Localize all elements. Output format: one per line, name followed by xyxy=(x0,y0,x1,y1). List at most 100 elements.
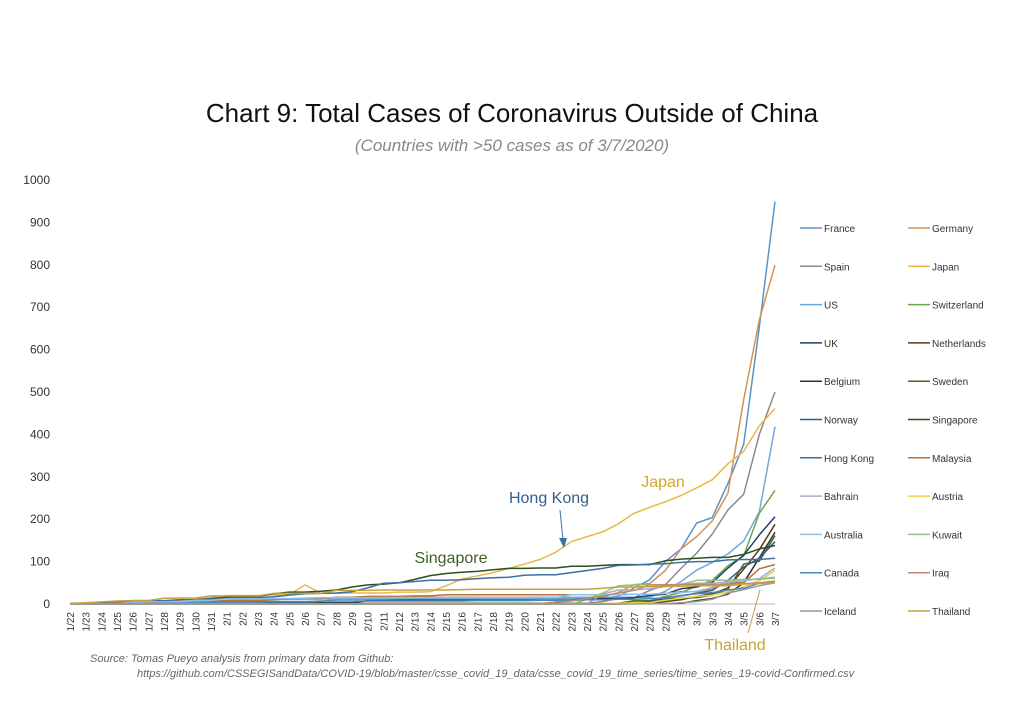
series-line-switzerland xyxy=(70,489,776,605)
x-tick-label: 1/26 xyxy=(129,612,140,632)
series-line-iceland xyxy=(70,582,776,605)
legend-item-bahrain: Bahrain xyxy=(800,492,858,503)
chart-subtitle: (Countries with >50 cases as of 3/7/2020… xyxy=(354,136,670,155)
annotation-hong-kong: Hong Kong xyxy=(509,490,589,507)
series-line-spain xyxy=(70,391,776,605)
x-tick-label: 3/3 xyxy=(708,612,719,626)
chart-title: Chart 9: Total Cases of Coronavirus Outs… xyxy=(205,98,819,128)
legend-label: US xyxy=(824,301,838,312)
x-tick-label: 2/19 xyxy=(505,612,516,632)
x-tick-label: 2/10 xyxy=(364,612,375,632)
x-axis: 1/22 1/23 1/24 1/25 1/26 1/27 1/28 1/29 1/30 1/31… xyxy=(66,603,782,632)
legend-item-hong-kong: Hong Kong xyxy=(800,454,874,465)
x-tick-label: 2/25 xyxy=(599,612,610,632)
legend-label: Sweden xyxy=(932,377,968,388)
x-tick-label: 1/24 xyxy=(97,612,108,632)
legend-label: Thailand xyxy=(932,607,970,618)
x-tick-label: 1/30 xyxy=(191,612,202,632)
x-tick-label: 2/1 xyxy=(223,612,234,626)
legend-item-australia: Australia xyxy=(800,530,863,541)
series-line-japan xyxy=(69,407,776,605)
annotation-arrow-head xyxy=(559,538,567,548)
x-tick-label: 2/22 xyxy=(552,612,563,632)
annotation-japan: Japan xyxy=(641,474,685,491)
x-tick-label: 3/2 xyxy=(693,612,704,626)
y-tick-label: 700 xyxy=(30,300,50,314)
legend-label: Singapore xyxy=(932,416,978,427)
x-tick-label: 3/6 xyxy=(755,612,766,626)
legend-item-austria: Austria xyxy=(908,492,964,503)
x-tick-label: 2/23 xyxy=(567,612,578,632)
y-tick-label: 900 xyxy=(30,215,50,229)
y-tick-label: 600 xyxy=(30,343,50,357)
y-tick-label: 200 xyxy=(30,512,50,526)
x-tick-label: 1/29 xyxy=(176,612,187,632)
x-tick-label: 2/15 xyxy=(442,612,453,632)
legend-label: France xyxy=(824,224,856,235)
x-tick-label: 2/4 xyxy=(270,612,281,626)
annotations: Japan Hong Kong Singapore Thailand xyxy=(415,474,766,654)
legend-label: Germany xyxy=(932,224,973,235)
source-url: https://github.com/CSSEGISandData/COVID-… xyxy=(137,668,855,680)
x-tick-label: 2/13 xyxy=(411,612,422,632)
legend-item-us: US xyxy=(800,301,838,312)
legend-label: Iceland xyxy=(824,607,856,618)
annotation-arrow-shaft xyxy=(559,509,564,541)
legend-item-malaysia: Malaysia xyxy=(908,454,972,465)
x-tick-label: 2/2 xyxy=(238,612,249,626)
legend-label: Iraq xyxy=(932,569,949,580)
y-tick-label: 100 xyxy=(30,555,50,569)
x-tick-label: 2/6 xyxy=(301,612,312,626)
legend-item-singapore: Singapore xyxy=(908,416,978,427)
x-tick-label: 2/7 xyxy=(317,612,328,626)
legend-label: Australia xyxy=(824,530,863,541)
legend-label: Bahrain xyxy=(824,492,858,503)
legend-item-iraq: Iraq xyxy=(908,569,949,580)
legend-item-sweden: Sweden xyxy=(908,377,968,388)
x-tick-label: 1/31 xyxy=(207,612,218,632)
annotation-singapore: Singapore xyxy=(415,550,488,567)
x-tick-label: 1/25 xyxy=(113,612,124,632)
legend-label: Malaysia xyxy=(932,454,972,465)
x-tick-label: 2/5 xyxy=(285,612,296,626)
legend-item-france: France xyxy=(800,224,856,235)
x-tick-label: 1/22 xyxy=(66,612,77,632)
legend-item-japan: Japan xyxy=(908,262,959,273)
x-tick-label: 2/14 xyxy=(426,612,437,632)
series-line-thailand xyxy=(69,582,776,604)
x-tick-label: 3/4 xyxy=(724,612,735,626)
x-tick-label: 3/5 xyxy=(740,612,751,626)
x-tick-label: 2/27 xyxy=(630,612,641,632)
annotation-thailand: Thailand xyxy=(704,637,765,654)
x-tick-label: 2/11 xyxy=(379,612,390,631)
legend-item-kuwait: Kuwait xyxy=(908,530,962,541)
y-tick-label: 300 xyxy=(30,470,50,484)
series-lines xyxy=(69,201,776,605)
annotation-pointer-thailand xyxy=(747,589,761,634)
x-tick-label: 2/21 xyxy=(536,612,547,632)
x-tick-label: 2/24 xyxy=(583,612,594,632)
series-line-australia xyxy=(70,576,776,605)
legend-label: Norway xyxy=(824,416,858,427)
legend-label: Netherlands xyxy=(932,339,986,350)
legend-item-norway: Norway xyxy=(800,416,858,427)
legend-label: Kuwait xyxy=(932,530,962,541)
legend-item-netherlands: Netherlands xyxy=(908,339,986,350)
legend-label: UK xyxy=(824,339,838,350)
legend-item-switzerland: Switzerland xyxy=(908,301,984,312)
legend-label: Austria xyxy=(932,492,964,503)
legend-label: Switzerland xyxy=(932,301,984,312)
x-tick-label: 2/26 xyxy=(614,612,625,632)
legend-label: Canada xyxy=(824,569,859,580)
x-tick-label: 3/7 xyxy=(771,612,782,626)
series-line-france xyxy=(69,201,776,605)
y-tick-label: 0 xyxy=(43,597,50,611)
x-tick-label: 3/1 xyxy=(677,612,688,626)
x-tick-label: 2/17 xyxy=(473,612,484,632)
x-tick-label: 2/28 xyxy=(646,612,657,632)
legend-item-spain: Spain xyxy=(800,262,850,273)
legend-item-belgium: Belgium xyxy=(800,377,860,388)
y-tick-label: 400 xyxy=(30,427,50,441)
x-tick-label: 2/9 xyxy=(348,612,359,626)
